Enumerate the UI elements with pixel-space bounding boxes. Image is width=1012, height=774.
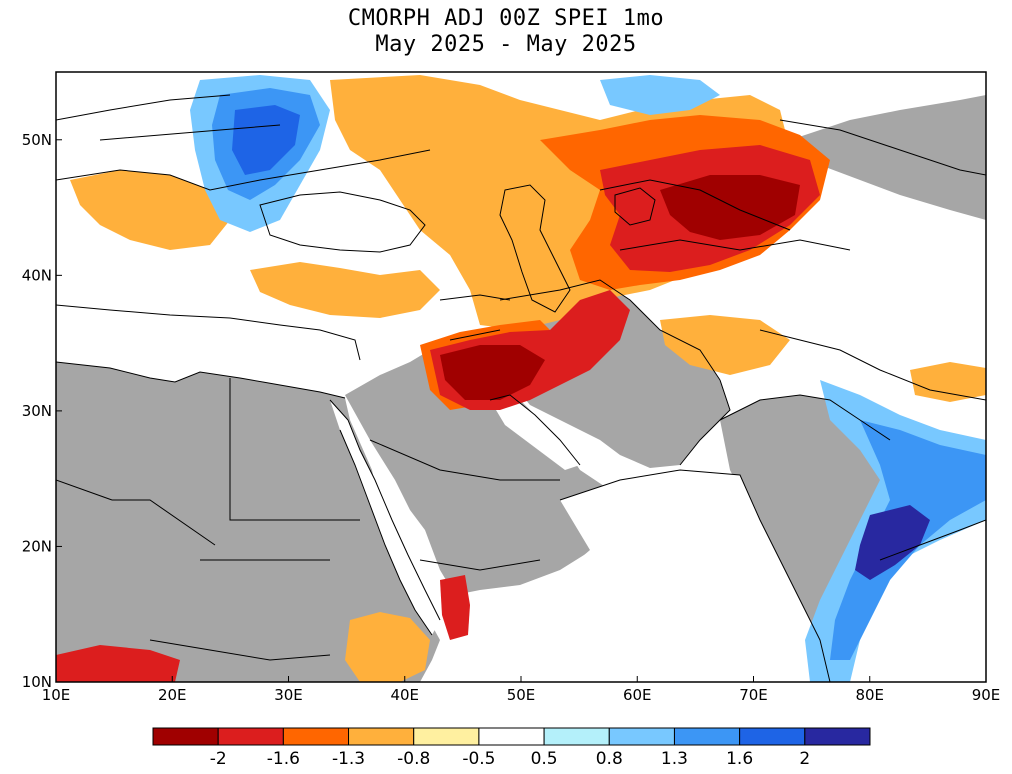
colorbar: -2 -1.6 -1.3 -0.8 -0.5 0.5 0.8 1.3 1.6 2 xyxy=(152,727,871,769)
x-tick-label: 40E xyxy=(390,686,419,704)
no-data-region-arabia xyxy=(345,345,625,595)
dry-anomaly-exceptional xyxy=(660,175,800,240)
wet-anomaly-extreme-europe xyxy=(232,105,300,175)
colorbar-label: -1.6 xyxy=(267,749,300,769)
colorbar-label: -0.8 xyxy=(397,749,430,769)
colorbar-label: 1.6 xyxy=(726,749,753,769)
colorbar-swatch xyxy=(673,727,741,746)
country-borders xyxy=(56,94,986,682)
x-axis: 10E 20E 30E 40E 50E 60E 70E 80E 90E xyxy=(42,676,1001,704)
x-tick-label: 10E xyxy=(42,686,71,704)
colorbar-swatch xyxy=(608,727,675,746)
dry-anomaly-extreme-yemen xyxy=(440,575,470,640)
colorbar-label: -2 xyxy=(210,749,227,769)
map-plot-area xyxy=(56,72,986,682)
y-tick-label: 50N xyxy=(22,131,52,149)
y-tick-label: 40N xyxy=(22,266,52,284)
colorbar-label: -0.5 xyxy=(462,749,495,769)
dry-anomaly-moderate-pakistan xyxy=(660,315,790,375)
map-title: CMORPH ADJ 00Z SPEI 1mo xyxy=(347,6,665,31)
colorbar-swatch xyxy=(478,727,545,746)
y-tick-label: 20N xyxy=(22,537,52,555)
x-tick-label: 20E xyxy=(158,686,187,704)
y-tick-label: 30N xyxy=(22,402,52,420)
red-sea xyxy=(330,400,440,635)
colorbar-swatch xyxy=(739,727,806,746)
colorbar-swatch xyxy=(217,727,284,746)
x-tick-label: 80E xyxy=(855,686,884,704)
colorbar-swatch xyxy=(413,727,480,746)
colorbar-label: 2 xyxy=(799,749,810,769)
colorbar-swatch xyxy=(152,727,219,746)
dry-anomaly-moderate-horn xyxy=(345,612,430,682)
x-tick-label: 50E xyxy=(507,686,536,704)
dry-anomaly-moderate-balkans xyxy=(70,170,230,250)
colorbar-label: 0.5 xyxy=(531,749,558,769)
dry-anomaly-moderate-turkey xyxy=(250,262,440,318)
no-data-region-iran xyxy=(490,280,730,468)
x-tick-label: 70E xyxy=(739,686,768,704)
black-sea xyxy=(260,192,425,252)
colorbar-swatch xyxy=(348,727,415,746)
arabian-sea xyxy=(440,470,830,682)
colorbar-swatch xyxy=(543,727,610,746)
no-data-region-central-asia xyxy=(790,95,986,220)
x-tick-label: 60E xyxy=(623,686,652,704)
y-tick-label: 10N xyxy=(22,673,52,691)
colorbar-label: 1.3 xyxy=(661,749,688,769)
wet-anomaly-moderate-north xyxy=(600,75,720,115)
wet-anomaly-exceptional-india xyxy=(855,505,930,580)
colorbar-label: 0.8 xyxy=(596,749,623,769)
map-subtitle: May 2025 - May 2025 xyxy=(375,32,637,57)
dry-anomaly-extreme-sahel xyxy=(56,645,180,682)
colorbar-label: -1.3 xyxy=(332,749,365,769)
persian-gulf xyxy=(490,395,580,470)
dry-anomaly-moderate-east xyxy=(910,362,986,402)
x-tick-label: 90E xyxy=(972,686,1001,704)
dry-anomaly-exceptional-iran xyxy=(440,345,545,400)
y-axis: 10N 20N 30N 40N 50N xyxy=(22,131,62,691)
x-tick-label: 30E xyxy=(274,686,303,704)
colorbar-swatch xyxy=(804,727,871,746)
colorbar-swatch xyxy=(282,727,350,746)
no-data-region-africa xyxy=(56,362,440,682)
